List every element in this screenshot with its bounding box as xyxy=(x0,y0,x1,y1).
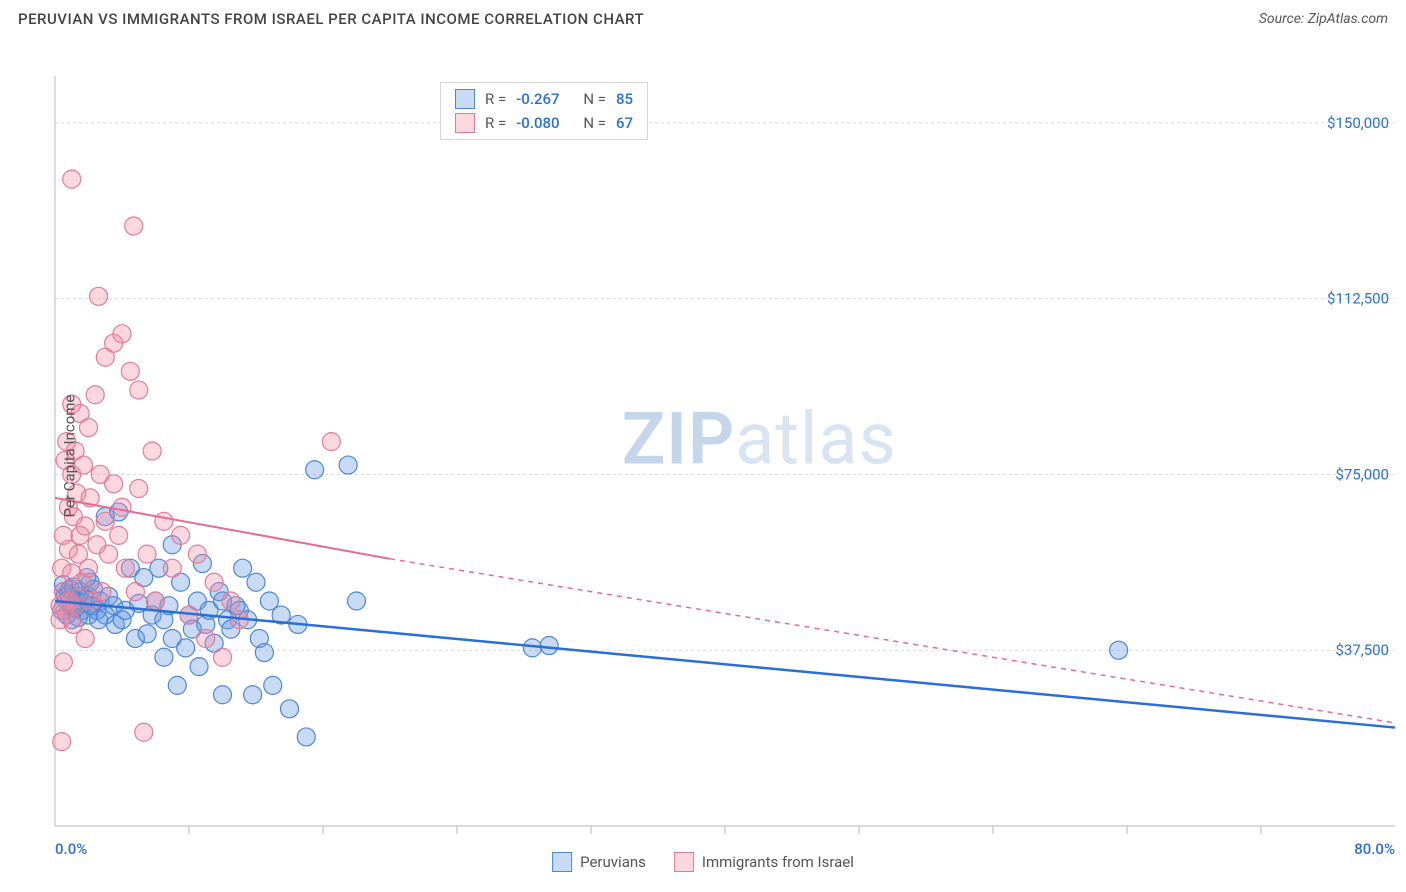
source-attribution: Source: ZipAtlas.com xyxy=(1259,11,1388,27)
n-label: N = xyxy=(583,111,606,135)
chart-container: Per Capita Income ZIPatlas $37,500$75,00… xyxy=(0,36,1406,876)
svg-text:$150,000: $150,000 xyxy=(1327,114,1389,132)
legend-item-israel: Immigrants from Israel xyxy=(674,852,854,872)
correlation-stats-box: R = -0.267 N = 85 R = -0.080 N = 67 xyxy=(440,82,648,140)
n-value-peruvians: 85 xyxy=(616,87,633,111)
r-value-peruvians: -0.267 xyxy=(516,87,559,111)
chart-title: PERUVIAN VS IMMIGRANTS FROM ISRAEL PER C… xyxy=(18,10,644,28)
svg-text:0.0%: 0.0% xyxy=(55,840,87,858)
r-label: R = xyxy=(485,111,506,135)
legend-label-israel: Immigrants from Israel xyxy=(702,853,854,871)
swatch-blue xyxy=(552,852,572,872)
swatch-pink xyxy=(674,852,694,872)
swatch-blue xyxy=(455,89,475,109)
r-label: R = xyxy=(485,87,506,111)
stats-row-israel: R = -0.080 N = 67 xyxy=(455,111,633,135)
n-value-israel: 67 xyxy=(616,111,633,135)
svg-text:$112,500: $112,500 xyxy=(1327,290,1389,308)
swatch-pink xyxy=(455,113,475,133)
n-label: N = xyxy=(583,87,606,111)
legend-label-peruvians: Peruvians xyxy=(580,853,646,871)
stats-row-peruvians: R = -0.267 N = 85 xyxy=(455,87,633,111)
y-axis-label: Per Capita Income xyxy=(60,395,78,518)
r-value-israel: -0.080 xyxy=(516,111,559,135)
series-legend: Peruvians Immigrants from Israel xyxy=(552,852,854,872)
svg-text:$37,500: $37,500 xyxy=(1335,641,1389,659)
scatter-chart: $37,500 $75,000 $112,500 $150,000 0.0% 80.0% xyxy=(0,36,1406,876)
legend-item-peruvians: Peruvians xyxy=(552,852,646,872)
svg-text:$75,000: $75,000 xyxy=(1335,465,1389,483)
svg-text:80.0%: 80.0% xyxy=(1354,840,1395,858)
chart-header: PERUVIAN VS IMMIGRANTS FROM ISRAEL PER C… xyxy=(0,0,1406,36)
